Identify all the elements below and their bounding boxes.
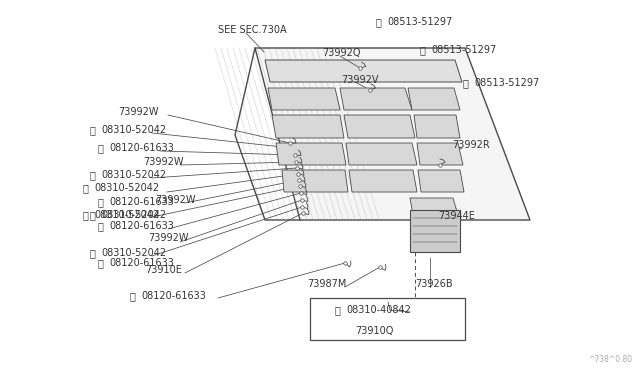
Text: 73926B: 73926B: [415, 279, 452, 289]
Text: 73992W: 73992W: [118, 107, 159, 117]
Text: Ⓑ: Ⓑ: [98, 143, 104, 153]
Polygon shape: [417, 143, 463, 165]
Text: 08513-51297: 08513-51297: [387, 17, 452, 27]
Text: Ⓢ: Ⓢ: [90, 210, 96, 220]
Text: SEE SEC.730A: SEE SEC.730A: [218, 25, 287, 35]
Text: 08120-61633: 08120-61633: [109, 197, 174, 207]
Text: 73992R: 73992R: [452, 140, 490, 150]
Polygon shape: [255, 48, 530, 220]
Polygon shape: [408, 88, 460, 110]
Text: Ⓢ: Ⓢ: [90, 125, 96, 135]
Polygon shape: [346, 143, 417, 165]
Bar: [310, 298, 465, 340]
Text: 73944E: 73944E: [438, 211, 475, 221]
Text: Ⓑ: Ⓑ: [98, 221, 104, 231]
Text: 73992W: 73992W: [143, 157, 184, 167]
Polygon shape: [265, 60, 462, 82]
Text: 73992V: 73992V: [341, 75, 378, 85]
Text: Ⓑ: Ⓑ: [98, 258, 104, 268]
Text: 73992W: 73992W: [155, 195, 195, 205]
Text: ^738^0.80: ^738^0.80: [588, 355, 632, 364]
Text: Ⓢ: Ⓢ: [90, 248, 96, 258]
Polygon shape: [276, 143, 346, 165]
Text: 08310-52042: 08310-52042: [101, 248, 166, 258]
Polygon shape: [272, 115, 344, 138]
Text: 08120-61633: 08120-61633: [141, 291, 206, 301]
Text: 08310-52042: 08310-52042: [101, 125, 166, 135]
Text: Ⓑ: Ⓑ: [83, 210, 89, 220]
Bar: [410, 210, 460, 252]
Text: 73987M: 73987M: [307, 279, 346, 289]
Text: 73992Q: 73992Q: [322, 48, 360, 58]
Polygon shape: [344, 115, 415, 138]
Polygon shape: [349, 170, 417, 192]
Text: Ⓢ: Ⓢ: [90, 170, 96, 180]
Polygon shape: [340, 88, 412, 110]
Text: 08120-61633: 08120-61633: [109, 143, 174, 153]
Text: 73910E: 73910E: [145, 265, 182, 275]
Text: 08513-51297: 08513-51297: [431, 45, 496, 55]
Polygon shape: [418, 170, 464, 192]
Text: 73910Q: 73910Q: [355, 326, 394, 336]
Text: 73992W: 73992W: [148, 233, 189, 243]
Text: 08120-61633: 08120-61633: [109, 221, 174, 231]
Text: 08310-52042: 08310-52042: [94, 210, 159, 220]
Text: Ⓑ: Ⓑ: [98, 197, 104, 207]
Text: Ⓑ: Ⓑ: [130, 291, 136, 301]
Text: Ⓢ: Ⓢ: [463, 78, 469, 88]
Text: 08310-52042: 08310-52042: [101, 210, 166, 220]
Text: 08310-52042: 08310-52042: [94, 183, 159, 193]
Polygon shape: [282, 170, 348, 192]
Text: 08513-51297: 08513-51297: [474, 78, 540, 88]
Polygon shape: [268, 88, 340, 110]
Text: 08310-52042: 08310-52042: [101, 170, 166, 180]
Text: 08310-40842: 08310-40842: [346, 305, 411, 315]
Polygon shape: [414, 115, 460, 138]
Text: Ⓢ: Ⓢ: [335, 305, 341, 315]
Text: Ⓢ: Ⓢ: [420, 45, 426, 55]
Text: 08120-61633: 08120-61633: [109, 258, 174, 268]
Text: Ⓑ: Ⓑ: [83, 183, 89, 193]
Text: Ⓢ: Ⓢ: [376, 17, 382, 27]
Polygon shape: [410, 198, 458, 215]
